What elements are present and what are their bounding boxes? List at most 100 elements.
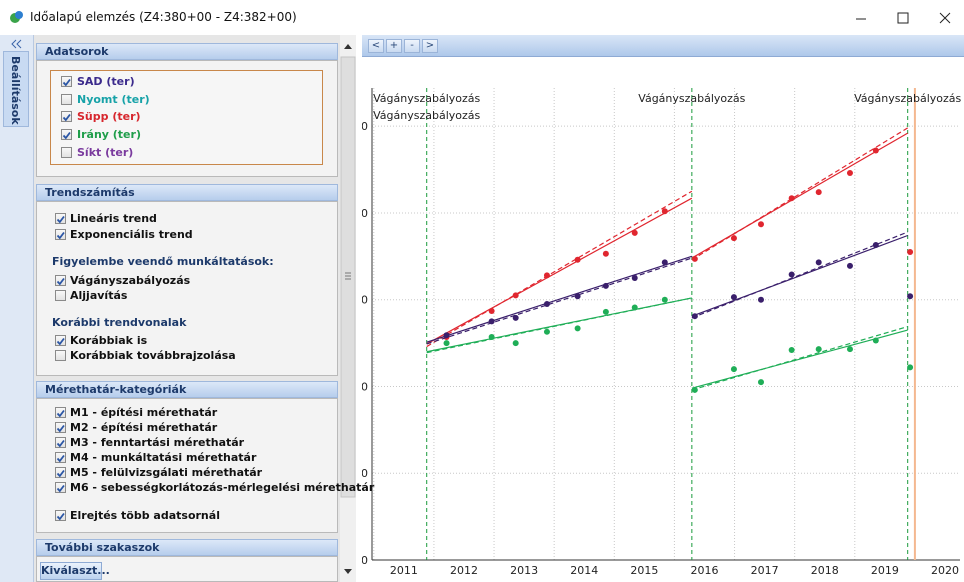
checkbox[interactable] <box>55 275 66 286</box>
panel-body <box>36 398 338 533</box>
scrollbar[interactable] <box>340 35 356 582</box>
series-option[interactable]: Süpp (ter) <box>77 110 141 123</box>
group-heading: Figyelembe veendő munkáltatások: <box>52 255 274 268</box>
data-point <box>907 293 914 300</box>
check-mark <box>56 439 65 448</box>
data-point <box>757 379 764 386</box>
y-tick-label: 10 <box>362 467 368 480</box>
checkbox[interactable] <box>55 467 66 478</box>
checkbox[interactable] <box>55 229 66 240</box>
data-point <box>815 259 822 266</box>
check-mark <box>56 512 65 521</box>
check-mark <box>56 469 65 478</box>
checkbox[interactable] <box>55 213 66 224</box>
x-tick-label: 2017 <box>751 564 779 577</box>
select-button[interactable]: Kiválaszt... <box>40 562 110 580</box>
maximize[interactable] <box>897 12 909 24</box>
data-point <box>872 147 879 154</box>
sidebar: Beállítások <box>0 35 34 582</box>
checkbox[interactable] <box>61 94 72 105</box>
window-controls[interactable] <box>850 8 960 28</box>
toolbar <box>362 35 964 57</box>
data-point <box>691 313 698 320</box>
checkbox[interactable] <box>55 482 66 493</box>
checkbox[interactable] <box>55 290 66 301</box>
checkbox[interactable] <box>61 76 72 87</box>
data-point <box>488 334 495 341</box>
event-label: Vágányszabályozás <box>854 92 961 105</box>
series-option[interactable]: Nyomt (ter) <box>77 93 150 106</box>
panel-body <box>36 201 338 376</box>
check-mark <box>56 277 65 286</box>
toolbar-button[interactable]: - <box>404 39 420 53</box>
checkbox[interactable] <box>55 510 66 521</box>
checkbox[interactable] <box>55 422 66 433</box>
series-option[interactable]: SAD (ter) <box>77 75 135 88</box>
trend-option[interactable]: Lineáris trend <box>70 212 157 225</box>
check-mark <box>56 215 65 224</box>
chart: 0 10 20 30 40 50 2011 2012 2013 2014 2015 2016 2017 2… <box>362 88 962 577</box>
checkbox[interactable] <box>55 452 66 463</box>
toolbar-button[interactable]: + <box>386 39 402 53</box>
data-point <box>846 170 853 177</box>
data-point <box>730 366 737 373</box>
data-point <box>512 314 519 321</box>
linear-trend <box>426 197 693 345</box>
limit-option[interactable]: M3 - fenntartási mérethatár <box>70 436 245 449</box>
y-tick-label: 0 <box>362 554 368 567</box>
x-tick-label: 2013 <box>510 564 538 577</box>
trend-option[interactable]: Vágányszabályozás <box>70 274 191 287</box>
data-point <box>691 255 698 262</box>
toolbar-button[interactable]: < <box>368 39 384 53</box>
data-point <box>691 386 698 393</box>
check-mark <box>56 484 65 493</box>
linear-trend <box>691 329 908 389</box>
trend-option[interactable]: Korábbiak továbbrajzolása <box>70 349 236 362</box>
data-point <box>488 307 495 314</box>
trend-option[interactable]: Korábbiak is <box>70 334 148 347</box>
panel-header: További szakaszok <box>36 539 338 556</box>
x-tick-label: 2014 <box>570 564 598 577</box>
checkbox[interactable] <box>61 147 72 158</box>
checkbox[interactable] <box>55 437 66 448</box>
toolbar-button[interactable]: > <box>422 39 438 53</box>
data-point <box>631 304 638 311</box>
limit-option[interactable]: Elrejtés több adatsornál <box>70 509 220 522</box>
data-point <box>661 296 668 303</box>
checkbox[interactable] <box>61 111 72 122</box>
sidebar-tab[interactable]: Beállítások <box>3 51 29 127</box>
app-icon <box>10 11 23 23</box>
checkbox[interactable] <box>55 350 66 361</box>
close[interactable] <box>939 12 951 24</box>
collapse-icon[interactable] <box>10 39 24 49</box>
check-mark <box>62 113 71 122</box>
exponential-trend <box>691 231 908 319</box>
panel-header: Adatsorok <box>36 43 338 60</box>
data-point <box>757 221 764 228</box>
data-point <box>788 271 795 278</box>
checkbox[interactable] <box>55 407 66 418</box>
limit-option[interactable]: M2 - építési mérethatár <box>70 421 218 434</box>
series-option[interactable]: Irány (ter) <box>77 128 141 141</box>
trend-option[interactable]: Aljjavítás <box>70 289 128 302</box>
exponential-trend <box>691 127 909 261</box>
y-tick-label: 50 <box>362 120 368 133</box>
exponential-trend <box>691 326 908 391</box>
data-point <box>602 250 609 257</box>
series-option[interactable]: Síkt (ter) <box>77 146 134 159</box>
limit-option[interactable]: M5 - felülvizsgálati mérethatár <box>70 466 263 479</box>
checkbox[interactable] <box>55 335 66 346</box>
data-point <box>443 332 450 339</box>
x-tick-label: 2020 <box>931 564 959 577</box>
data-point <box>846 262 853 269</box>
sidebar-tab-label[interactable]: Beállítások <box>9 56 22 125</box>
linear-trend <box>691 234 908 317</box>
data-point <box>631 229 638 236</box>
x-tick-label: 2016 <box>690 564 718 577</box>
checkbox[interactable] <box>61 129 72 140</box>
limit-option[interactable]: M6 - sebességkorlátozás-mérlegelési mére… <box>70 481 375 494</box>
limit-option[interactable]: M1 - építési mérethatár <box>70 406 218 419</box>
limit-option[interactable]: M4 - munkáltatási mérethatár <box>70 451 257 464</box>
trend-option[interactable]: Exponenciális trend <box>70 228 193 241</box>
